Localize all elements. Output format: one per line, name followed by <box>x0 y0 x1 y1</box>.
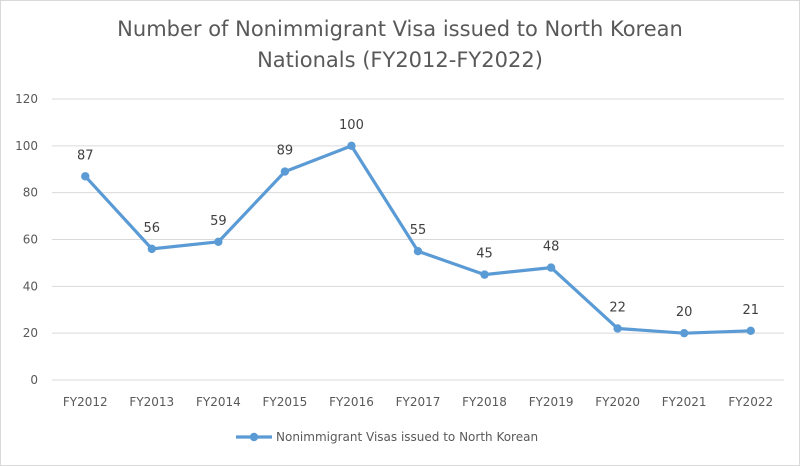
chart-title-line-1: Number of Nonimmigrant Visa issued to No… <box>117 17 683 41</box>
data-label: 22 <box>609 300 626 315</box>
y-tick-label: 40 <box>23 279 38 293</box>
y-tick-label: 20 <box>23 326 38 340</box>
series-group: 87 56 59 89 100 55 45 48 22 20 21 <box>77 118 759 338</box>
legend-marker <box>249 432 259 442</box>
data-point <box>613 324 622 333</box>
y-tick-label: 80 <box>23 186 38 200</box>
x-axis-ticks: FY2012 FY2013 FY2014 FY2015 FY2016 FY2017 FY20… <box>63 395 773 409</box>
data-point <box>679 328 689 338</box>
x-tick-label: FY2014 <box>196 395 241 409</box>
data-label: 100 <box>339 118 364 133</box>
data-point <box>347 141 356 151</box>
x-tick-label: FY2015 <box>263 395 308 409</box>
legend-label: Nonimmigrant Visas issued to North Korea… <box>276 430 538 444</box>
data-point <box>81 172 90 181</box>
chart-title: Number of Nonimmigrant Visa issued to No… <box>0 14 800 76</box>
data-label: 21 <box>742 303 759 318</box>
x-tick-label: FY2019 <box>529 395 574 409</box>
legend: Nonimmigrant Visas issued to North Korea… <box>236 430 538 444</box>
data-point <box>480 270 489 279</box>
y-tick-label: 60 <box>23 233 38 247</box>
x-tick-label: FY2016 <box>329 395 374 409</box>
data-label: 56 <box>144 221 161 236</box>
data-label: 55 <box>410 223 427 238</box>
data-point <box>147 244 157 254</box>
x-tick-label: FY2012 <box>63 395 108 409</box>
data-label: 89 <box>277 144 294 159</box>
x-tick-label: FY2018 <box>462 395 507 409</box>
x-tick-label: FY2017 <box>396 395 441 409</box>
y-axis-ticks: 0 20 40 60 80 100 120 <box>15 92 38 387</box>
data-label: 20 <box>676 305 693 320</box>
x-tick-label: FY2021 <box>662 395 707 409</box>
data-point <box>214 237 223 247</box>
y-tick-label: 120 <box>15 92 38 106</box>
data-label: 45 <box>476 247 493 262</box>
data-label: 48 <box>543 240 560 255</box>
y-tick-label: 100 <box>15 139 38 153</box>
x-tick-label: FY2013 <box>129 395 174 409</box>
gridlines <box>52 98 784 381</box>
data-point <box>413 247 423 256</box>
data-label: 59 <box>210 214 227 229</box>
x-tick-label: FY2022 <box>728 395 773 409</box>
data-label: 87 <box>77 148 94 163</box>
data-point <box>280 167 290 176</box>
x-tick-label: FY2020 <box>595 395 640 409</box>
data-point <box>746 326 755 336</box>
chart-title-line-2: Nationals (FY2012-FY2022) <box>257 48 543 72</box>
data-point <box>546 263 556 272</box>
y-tick-label: 0 <box>30 373 38 387</box>
